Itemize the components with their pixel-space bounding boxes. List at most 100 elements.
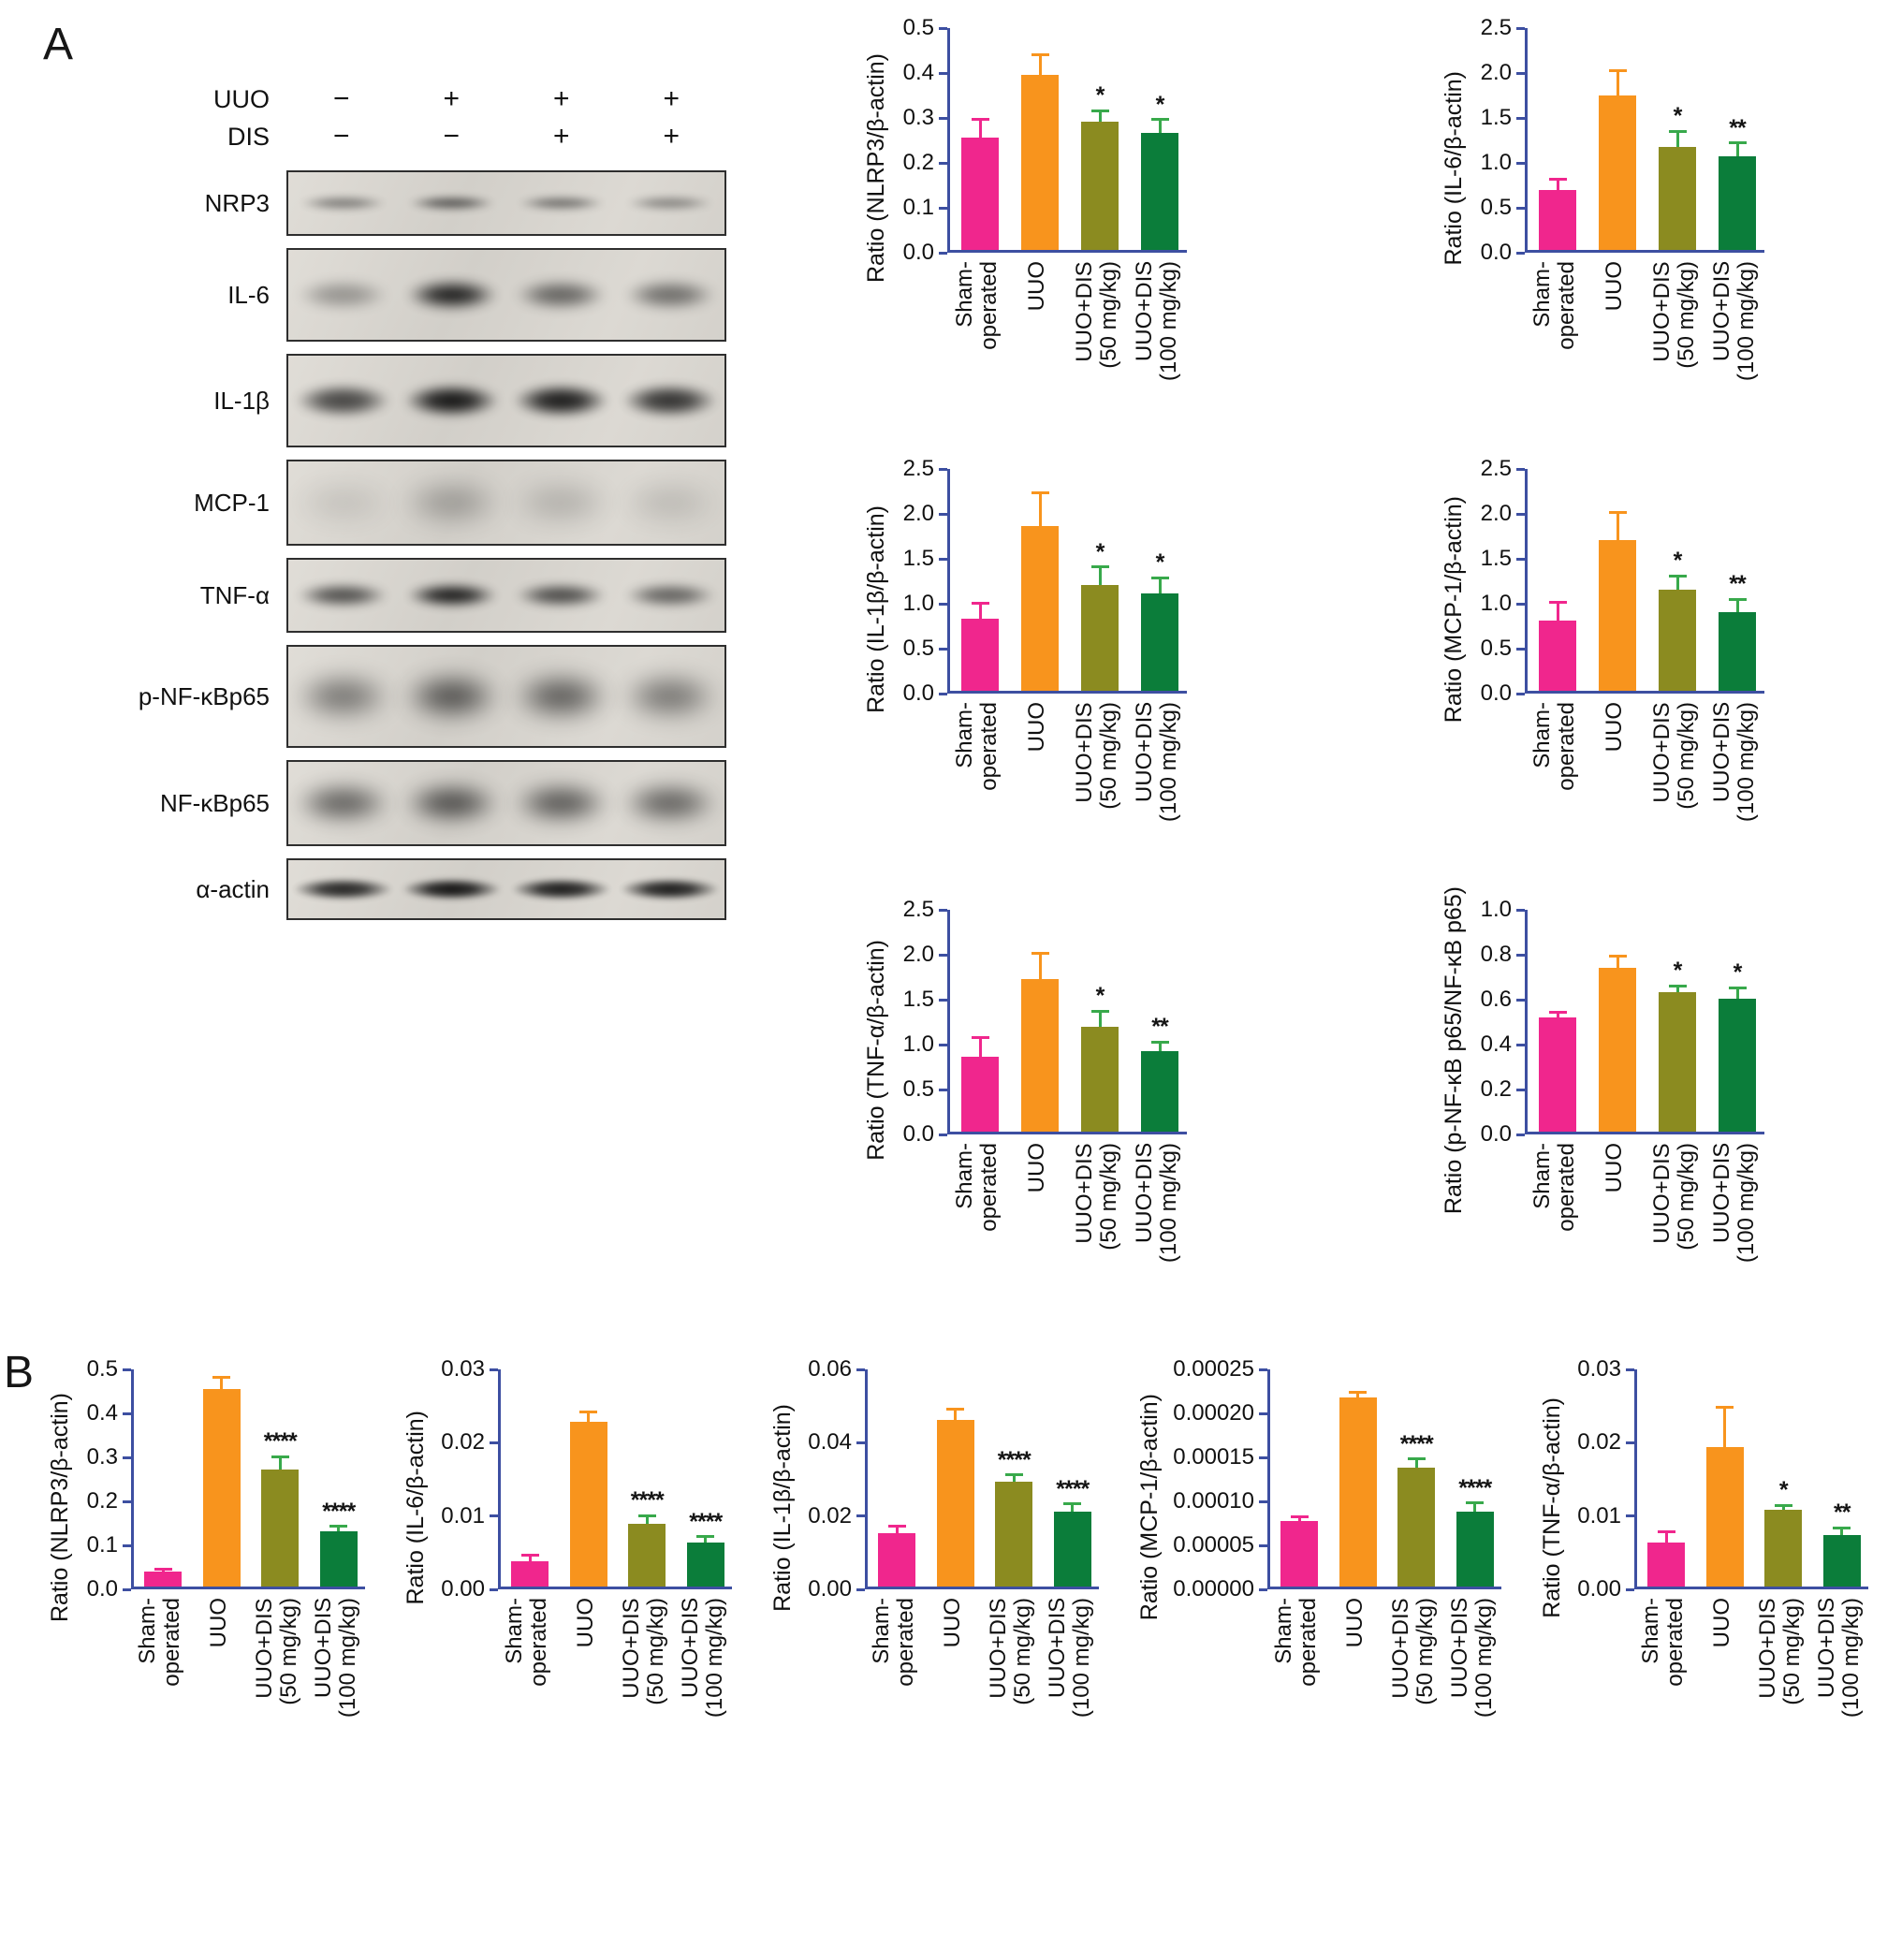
x-tick-slot: UUO+DIS (50 mg/kg) (1751, 1598, 1810, 1764)
x-tick-label: UUO+DIS (50 mg/kg) (252, 1598, 302, 1705)
x-tick-slot: UUO (1585, 1143, 1645, 1309)
error-bar-cap (1657, 1529, 1675, 1533)
bar-3 (1140, 1050, 1179, 1132)
y-tick-label: 0.0 (902, 1121, 934, 1147)
error-bar-cap (271, 1455, 289, 1458)
y-tick-mark (939, 251, 947, 255)
x-tick-label: UUO+DIS (50 mg/kg) (1755, 1598, 1806, 1705)
blot-row: NRP3 (110, 170, 756, 236)
error-bar-cap (1290, 1515, 1309, 1519)
error-bar-cap (1774, 1503, 1792, 1507)
blot-image (286, 858, 726, 920)
y-tick-mark (856, 1368, 865, 1371)
y-tick-mark (856, 1514, 865, 1518)
y-tick-label: 2.5 (1480, 456, 1512, 481)
x-tick-label: UUO+DIS (100 mg/kg) (1709, 261, 1759, 382)
plot-area: **** **** (131, 1369, 365, 1589)
bar-3 (1140, 593, 1179, 691)
error-bar-cap (212, 1376, 231, 1380)
bar-0 (1538, 621, 1577, 691)
error-bar-cap (1608, 68, 1627, 72)
y-tick-mark (1259, 1543, 1267, 1547)
error-bar-cap (1668, 574, 1687, 578)
error-bar (1098, 566, 1102, 585)
error-bar (1556, 179, 1559, 190)
y-tick-mark (939, 908, 947, 912)
blot-band (620, 482, 721, 523)
error-bar-cap (1716, 1405, 1734, 1409)
x-tick-label: Sham- operated (952, 1143, 1002, 1232)
error-bar-cap (1349, 1390, 1368, 1394)
error-bar (704, 1536, 708, 1543)
error-bar (1158, 119, 1162, 134)
y-tick-label: 0.03 (1577, 1356, 1621, 1382)
y-tick-mark (939, 557, 947, 561)
y-tick-label: 0.0 (1480, 1121, 1512, 1147)
y-tick-mark (939, 692, 947, 695)
y-tick-label: 0.00025 (1173, 1356, 1254, 1382)
error-bar (278, 1456, 282, 1470)
bar-2 (261, 1470, 300, 1587)
significance-marker: **** (689, 1508, 723, 1535)
y-tick-mark (1516, 512, 1525, 516)
x-tick-slot: Sham- operated (131, 1598, 190, 1764)
y-axis-title-col: Ratio (p-NF-κB p65/NF-κB p65) (1435, 886, 1472, 1214)
error-bar (528, 1555, 532, 1561)
y-tick-mark (939, 26, 947, 30)
y-tick-label: 0.0 (902, 240, 934, 265)
error-bar-cap (971, 602, 989, 606)
y-tick-label: 0.2 (902, 150, 934, 175)
x-tick-label: Sham- operated (952, 261, 1002, 350)
error-bar (1473, 1502, 1477, 1513)
x-tick-slot: Sham- operated (1525, 702, 1585, 869)
error-bar (895, 1526, 899, 1534)
error-bar-cap (696, 1535, 715, 1539)
error-bar (1735, 142, 1739, 157)
blot-image (286, 248, 726, 342)
y-axis-title-col: Ratio (MCP-1/β-actin) (1131, 1369, 1168, 1646)
significance-marker: * (1733, 959, 1743, 987)
y-tick-label: 0.2 (1480, 1076, 1512, 1102)
chart-mcp1-b: Ratio (MCP-1/β-actin) 0.00000 0.00005 0.000… (1131, 1353, 1501, 1764)
y-tick-mark (939, 953, 947, 957)
y-tick-label: 2.5 (1480, 15, 1512, 40)
x-tick-label: UUO (1341, 1598, 1368, 1648)
error-bar-cap (1031, 952, 1049, 956)
bar-0 (1538, 1017, 1577, 1132)
significance-marker: **** (1458, 1474, 1492, 1501)
error-bar (1735, 599, 1739, 613)
condition-symbols: − − + + (286, 121, 726, 153)
bar-1 (1020, 74, 1060, 250)
error-bar-cap (1031, 52, 1049, 56)
bar-3 (1053, 1511, 1091, 1587)
y-axis-title: Ratio (IL-6/β-actin) (1440, 71, 1467, 266)
y-tick-mark (1516, 908, 1525, 912)
condition-symbol: + (663, 83, 680, 114)
plot-area: * * (1525, 910, 1764, 1134)
y-tick-label: 2.0 (902, 501, 934, 526)
y-tick-label: 0.0 (1480, 240, 1512, 265)
bar-1 (202, 1388, 241, 1587)
error-bar (587, 1411, 591, 1422)
bar-1 (569, 1421, 607, 1587)
x-tick-slot: UUO+DIS (50 mg/kg) (1645, 261, 1704, 428)
error-bar (1038, 492, 1042, 527)
bar-2 (1397, 1468, 1436, 1587)
blot-band (408, 196, 496, 211)
x-tick-label: Sham- operated (502, 1598, 552, 1687)
x-tick-slot: UUO+DIS (50 mg/kg) (1384, 1598, 1443, 1764)
x-tick-slot: UUO (1585, 261, 1645, 428)
blot-band (515, 280, 607, 310)
blot-band (512, 674, 609, 719)
error-bar (1158, 1042, 1162, 1051)
x-tick-slot: UUO+DIS (50 mg/kg) (1645, 702, 1704, 869)
y-axis-title-col: Ratio (IL-1β/β-actin) (764, 1369, 801, 1646)
blot-band (620, 878, 721, 900)
plot-area: **** **** (498, 1369, 732, 1589)
y-tick-label: 2.5 (902, 456, 934, 481)
condition-symbol: + (663, 121, 680, 152)
error-bar-cap (946, 1407, 965, 1411)
y-tick-mark (1259, 1368, 1267, 1371)
blot-band (510, 482, 611, 523)
x-tick-slot: UUO (1007, 702, 1067, 869)
